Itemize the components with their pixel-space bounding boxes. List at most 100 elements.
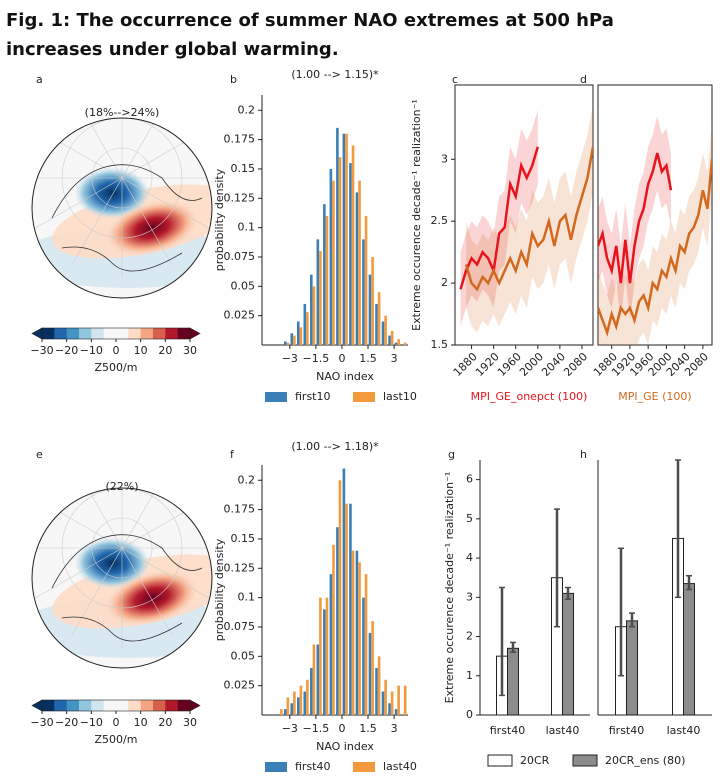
- bar: [375, 303, 378, 345]
- bar: [332, 544, 335, 715]
- bar: [325, 215, 329, 345]
- bar: [342, 133, 346, 345]
- colorbar-swatch: [116, 328, 129, 339]
- chart-title: (1.00 --> 1.15)*: [291, 68, 379, 81]
- colorbar-end: [189, 699, 201, 712]
- globe-outline: [31, 117, 213, 299]
- bar: [332, 180, 335, 345]
- bar: [299, 327, 303, 345]
- colorbar-tick-label: 10: [134, 344, 148, 357]
- colorbar-swatch: [91, 700, 104, 711]
- colorbar-swatch: [54, 328, 67, 339]
- field: [32, 488, 212, 658]
- plot: [459, 103, 593, 333]
- y-tick-label: 0.2: [238, 473, 256, 486]
- legend-label: 20CR_ens (80): [605, 754, 685, 767]
- colorbar-swatch: [79, 700, 92, 711]
- bar: [306, 312, 309, 345]
- x-tick-label: 1.5: [359, 722, 377, 735]
- x-tick-label: first40: [490, 724, 526, 737]
- map: [31, 487, 213, 669]
- y-axis-label: Extreme occurence decade⁻¹ realization⁻¹: [410, 99, 423, 331]
- legend-label: last10: [383, 390, 417, 403]
- bar: [293, 335, 296, 345]
- legend-swatch: [265, 762, 287, 772]
- y-tick-label: 6: [466, 473, 473, 486]
- bar: [394, 709, 398, 715]
- bar: [364, 574, 368, 715]
- bar: [377, 292, 381, 345]
- bar: [293, 691, 296, 715]
- bar: [283, 341, 287, 345]
- y-axis-label: probability density: [213, 538, 226, 641]
- spread-band: [466, 103, 593, 333]
- bar: [345, 503, 348, 715]
- panel-label: h: [580, 448, 587, 461]
- legend-swatch: [487, 754, 513, 767]
- bar: [384, 315, 387, 345]
- y-tick-label: 0.025: [224, 309, 256, 322]
- colorbar-tick-label: 0: [113, 716, 120, 729]
- bar: [342, 468, 346, 715]
- colorbar-end: [31, 699, 43, 712]
- colorbar-tick-label: 30: [183, 344, 197, 357]
- x-axis-label: NAO index: [316, 740, 374, 753]
- bar: [368, 632, 372, 715]
- colorbar-tick-label: −30: [30, 344, 53, 357]
- x-tick-label: 0: [338, 722, 345, 735]
- colorbar-tick-label: −20: [55, 716, 78, 729]
- x-tick-label: 1920: [473, 350, 502, 379]
- legend-label: first10: [295, 390, 331, 403]
- colorbar-swatch: [116, 700, 129, 711]
- bar: [303, 303, 307, 345]
- colorbar-swatch: [153, 700, 166, 711]
- y-tick-label: 0.05: [231, 649, 256, 662]
- legend-swatch: [353, 762, 375, 772]
- colorbar-swatch: [165, 328, 178, 339]
- bar: [323, 204, 326, 345]
- legend-swatch: [265, 392, 287, 402]
- bar: [338, 480, 342, 715]
- colorbar-swatch: [42, 700, 55, 711]
- line: [598, 152, 673, 284]
- bar: [319, 251, 322, 345]
- x-tick-label: last40: [546, 724, 580, 737]
- colorbar-swatch: [42, 328, 55, 339]
- high: [105, 569, 199, 627]
- y-tick-label: 1: [466, 669, 473, 682]
- high: [105, 199, 199, 257]
- y-tick-label: 0.175: [224, 133, 256, 146]
- bar: [384, 679, 387, 715]
- y-tick-label: 0.15: [231, 162, 256, 175]
- colorbar-end: [189, 327, 201, 340]
- bar: [381, 321, 385, 345]
- coast: [51, 534, 203, 642]
- bar: [362, 597, 365, 715]
- y-axis-label: Extreme occurence decade⁻¹ realization⁻¹: [443, 472, 456, 704]
- colorbar-tick-label: −30: [30, 716, 53, 729]
- bar: [283, 709, 287, 715]
- y-tick-label: 0.175: [224, 503, 256, 516]
- bar: [329, 574, 333, 715]
- bar: [351, 145, 355, 345]
- x-tick-label: 3: [391, 352, 398, 365]
- bar: [290, 333, 294, 345]
- y-tick-label: 2.5: [431, 214, 449, 227]
- bar: [371, 621, 374, 715]
- bar: [280, 709, 283, 715]
- y-tick-label: 5: [466, 512, 473, 525]
- bar: [325, 597, 329, 715]
- bar: [349, 503, 352, 715]
- colorbar-swatch: [153, 328, 166, 339]
- bar: [316, 239, 320, 345]
- low: [74, 537, 150, 589]
- bar: [286, 697, 290, 715]
- bar: [336, 127, 339, 345]
- coast: [51, 164, 203, 272]
- y-tick-label: 0.125: [224, 191, 256, 204]
- legend-label: first40: [295, 760, 331, 773]
- y-tick-label: 0.15: [231, 532, 256, 545]
- legend-label: 20CR: [520, 754, 550, 767]
- bar: [319, 597, 322, 715]
